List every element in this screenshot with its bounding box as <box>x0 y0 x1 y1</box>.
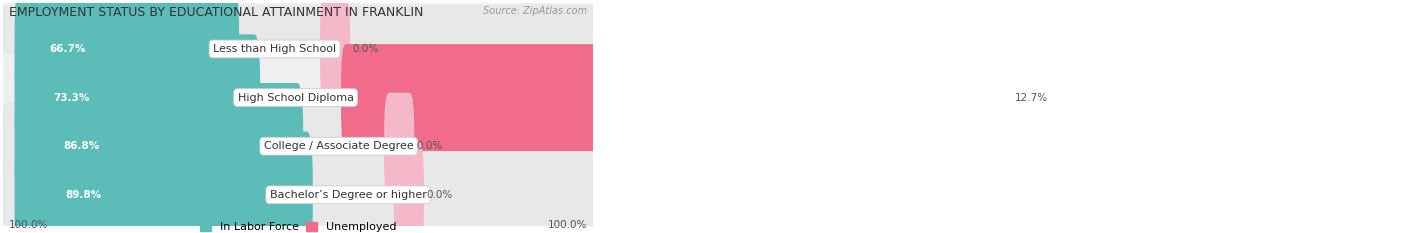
FancyBboxPatch shape <box>0 5 599 190</box>
FancyBboxPatch shape <box>14 34 260 161</box>
Text: 66.7%: 66.7% <box>49 44 86 54</box>
Text: Bachelor’s Degree or higher: Bachelor’s Degree or higher <box>270 190 426 200</box>
Text: 0.0%: 0.0% <box>416 141 443 151</box>
FancyBboxPatch shape <box>384 93 415 200</box>
Legend: In Labor Force, Unemployed: In Labor Force, Unemployed <box>200 222 396 232</box>
FancyBboxPatch shape <box>342 44 1012 151</box>
FancyBboxPatch shape <box>0 54 599 233</box>
Text: 86.8%: 86.8% <box>63 141 100 151</box>
Text: High School Diploma: High School Diploma <box>238 93 353 103</box>
Text: 12.7%: 12.7% <box>1014 93 1047 103</box>
FancyBboxPatch shape <box>0 0 599 141</box>
FancyBboxPatch shape <box>14 132 312 233</box>
Text: College / Associate Degree: College / Associate Degree <box>264 141 413 151</box>
Text: 0.0%: 0.0% <box>426 190 453 200</box>
FancyBboxPatch shape <box>14 83 304 209</box>
Text: 73.3%: 73.3% <box>53 93 90 103</box>
Text: Less than High School: Less than High School <box>212 44 336 54</box>
FancyBboxPatch shape <box>394 141 423 233</box>
FancyBboxPatch shape <box>14 0 239 112</box>
Text: 89.8%: 89.8% <box>66 190 101 200</box>
Text: 100.0%: 100.0% <box>548 220 588 230</box>
Text: 0.0%: 0.0% <box>353 44 378 54</box>
Text: Source: ZipAtlas.com: Source: ZipAtlas.com <box>484 6 588 16</box>
Text: 100.0%: 100.0% <box>8 220 48 230</box>
FancyBboxPatch shape <box>321 0 350 103</box>
FancyBboxPatch shape <box>0 103 599 233</box>
Text: EMPLOYMENT STATUS BY EDUCATIONAL ATTAINMENT IN FRANKLIN: EMPLOYMENT STATUS BY EDUCATIONAL ATTAINM… <box>8 6 423 19</box>
